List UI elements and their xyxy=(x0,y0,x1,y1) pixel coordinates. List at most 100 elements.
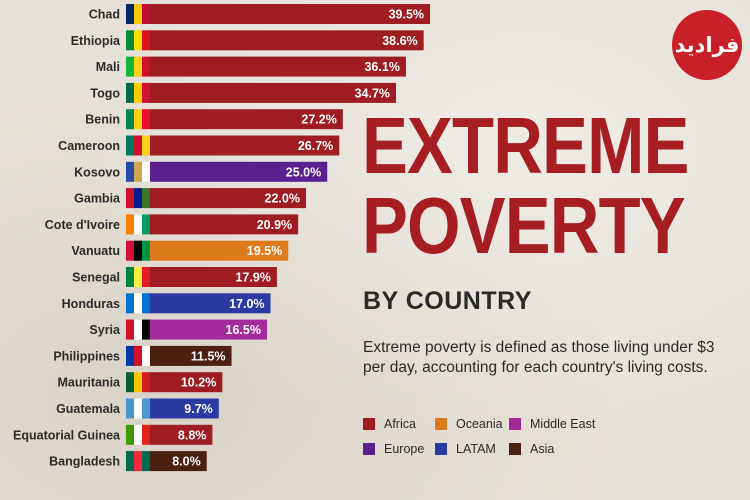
legend-label-africa: Africa xyxy=(384,417,416,431)
legend-swatch-latam xyxy=(435,443,447,455)
bar-gambia xyxy=(150,188,306,209)
bar-benin xyxy=(150,109,343,130)
flag-icon-philippines xyxy=(126,345,151,366)
value-label-senegal: 17.9% xyxy=(235,271,270,285)
logo: فرادید xyxy=(672,10,742,80)
value-label-togo: 34.7% xyxy=(355,86,390,100)
legend-swatch-africa xyxy=(363,418,375,430)
country-label-togo: Togo xyxy=(90,86,120,100)
bar-togo xyxy=(150,82,397,103)
legend-item-middle-east: Middle East xyxy=(509,417,595,431)
flag-icon-syria xyxy=(126,319,151,340)
country-label-bangladesh: Bangladesh xyxy=(49,455,120,469)
bar-ethiopia xyxy=(150,30,424,51)
bar-bangladesh xyxy=(150,451,207,472)
value-label-mali: 36.1% xyxy=(364,60,399,74)
value-label-syria: 16.5% xyxy=(226,323,261,337)
legend-swatch-asia xyxy=(509,443,521,455)
flag-icon-equatorial-guinea xyxy=(126,424,151,445)
bar-row-chad: Chad 39.5% xyxy=(89,4,431,24)
country-label-vanuatu: Vanuatu xyxy=(71,244,120,258)
legend-swatch-oceania xyxy=(435,418,447,430)
bar-row-syria: Syria 16.5% xyxy=(89,319,267,340)
flag-icon-togo xyxy=(126,82,151,103)
country-label-benin: Benin xyxy=(85,113,120,127)
value-label-ethiopia: 38.6% xyxy=(382,34,417,48)
value-label-vanuatu: 19.5% xyxy=(247,244,282,258)
bar-row-vanuatu: Vanuatu 19.5% xyxy=(71,240,289,261)
bar-row-honduras: Honduras 17.0% xyxy=(62,293,271,314)
bar-philippines xyxy=(150,345,232,366)
flag-icon-mauritania xyxy=(126,372,151,393)
country-label-equatorial-guinea: Equatorial Guinea xyxy=(13,428,121,442)
flag-icon-guatemala xyxy=(126,398,151,419)
bar-row-philippines: Philippines 11.5% xyxy=(53,345,232,366)
logo-text: فرادید xyxy=(674,32,740,57)
flag-icon-honduras xyxy=(126,293,151,314)
bar-row-gambia: Gambia 22.0% xyxy=(74,188,306,209)
country-label-chad: Chad xyxy=(89,8,120,22)
legend-swatch-europe xyxy=(363,443,375,455)
bar-row-cameroon: Cameroon 26.7% xyxy=(58,135,340,156)
value-label-benin: 27.2% xyxy=(301,113,336,127)
legend-swatch-middle-east xyxy=(509,418,521,430)
country-label-mauritania: Mauritania xyxy=(57,376,121,390)
legend-label-middle-east: Middle East xyxy=(530,417,596,431)
title-line-2: POVERTY xyxy=(362,181,686,270)
flag-icon-senegal xyxy=(126,267,151,287)
flag-icon-ethiopia xyxy=(126,30,151,51)
legend-item-oceania: Oceania xyxy=(435,417,503,431)
bar-row-benin: Benin 27.2% xyxy=(85,109,343,130)
bar-syria xyxy=(150,319,267,340)
flag-icon-bangladesh xyxy=(126,451,151,472)
flag-icon-vanuatu xyxy=(126,240,151,261)
country-label-mali: Mali xyxy=(96,60,120,74)
country-label-guatemala: Guatemala xyxy=(56,402,121,416)
flag-icon-gambia xyxy=(126,188,151,209)
value-label-cote-d-ivoire: 20.9% xyxy=(257,218,292,232)
flag-icon-cote-d-ivoire xyxy=(126,214,151,235)
country-label-kosovo: Kosovo xyxy=(74,165,120,179)
legend-label-asia: Asia xyxy=(530,442,555,456)
chart-description: Extreme poverty is defined as those livi… xyxy=(363,339,715,376)
bar-row-mauritania: Mauritania 10.2% xyxy=(57,372,223,393)
bar-row-ethiopia: Ethiopia 38.6% xyxy=(71,30,424,51)
bar-row-kosovo: Kosovo 25.0% xyxy=(74,161,328,182)
country-label-senegal: Senegal xyxy=(72,271,120,285)
country-label-cameroon: Cameroon xyxy=(58,139,120,153)
bar-cote-d-ivoire xyxy=(150,214,299,235)
bar-row-guatemala: Guatemala 9.7% xyxy=(56,398,219,419)
bar-kosovo xyxy=(150,161,328,182)
country-label-philippines: Philippines xyxy=(53,349,120,363)
flag-icon-chad xyxy=(126,4,151,24)
value-label-chad: 39.5% xyxy=(389,8,424,22)
value-label-cameroon: 26.7% xyxy=(298,139,333,153)
bar-chad xyxy=(150,4,431,24)
value-label-honduras: 17.0% xyxy=(229,297,264,311)
bar-row-bangladesh: Bangladesh 8.0% xyxy=(49,451,207,472)
bar-vanuatu xyxy=(150,240,289,261)
bar-cameroon xyxy=(150,135,340,156)
value-label-equatorial-guinea: 8.8% xyxy=(178,428,207,442)
chart-subtitle: BY COUNTRY xyxy=(363,287,532,315)
country-label-cote-d-ivoire: Cote d'Ivoire xyxy=(45,218,120,232)
chart-title: EXTREME POVERTY xyxy=(362,106,689,266)
country-label-gambia: Gambia xyxy=(74,192,121,206)
legend-item-europe: Europe xyxy=(363,442,424,456)
bar-mauritania xyxy=(150,372,223,393)
value-label-bangladesh: 8.0% xyxy=(172,455,201,469)
country-label-honduras: Honduras xyxy=(62,297,120,311)
value-label-mauritania: 10.2% xyxy=(181,376,216,390)
country-label-syria: Syria xyxy=(89,323,121,337)
legend-item-africa: Africa xyxy=(363,417,416,431)
value-label-philippines: 11.5% xyxy=(191,349,226,363)
bar-row-equatorial-guinea: Equatorial Guinea 8.8% xyxy=(13,424,213,445)
value-label-kosovo: 25.0% xyxy=(286,165,321,179)
legend-item-latam: LATAM xyxy=(435,442,496,456)
legend-label-latam: LATAM xyxy=(456,442,496,456)
bar-row-senegal: Senegal 17.9% xyxy=(72,267,277,287)
bar-senegal xyxy=(150,267,277,287)
title-line-1: EXTREME xyxy=(362,101,689,190)
bar-equatorial-guinea xyxy=(150,424,213,445)
